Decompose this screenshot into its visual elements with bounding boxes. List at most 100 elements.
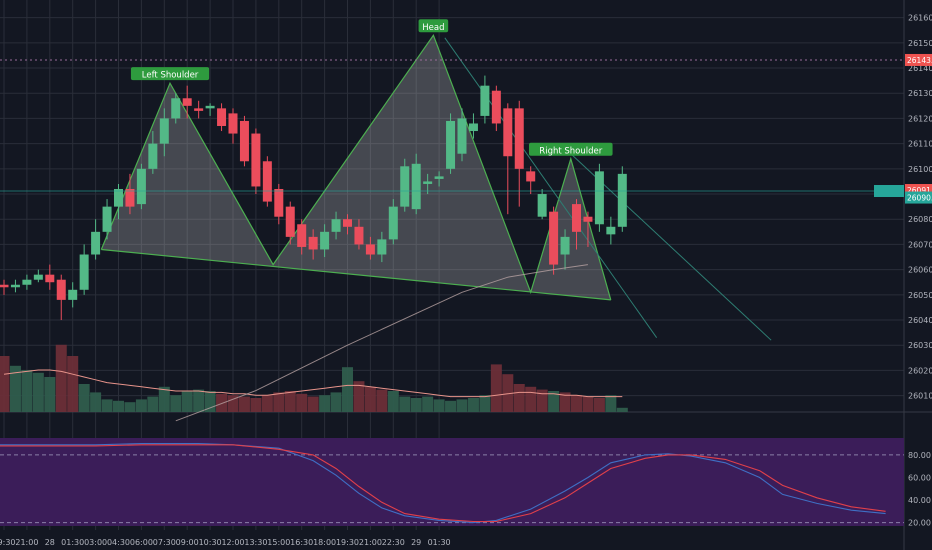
- candle-body: [388, 206, 398, 240]
- volume-bar: [605, 395, 617, 412]
- candle-body: [125, 188, 135, 207]
- volume-bar: [170, 395, 182, 412]
- volume-bar: [399, 396, 411, 412]
- volume-bar: [181, 391, 193, 412]
- time-tick-label: 21:00: [15, 538, 38, 547]
- volume-bar: [593, 398, 605, 412]
- time-tick-label: 15:00: [267, 538, 290, 547]
- stochastic-oscillator: [0, 443, 904, 524]
- volume-bar: [261, 395, 273, 412]
- candle-body: [365, 244, 375, 255]
- candle-body: [480, 85, 490, 116]
- volume-bar: [410, 398, 422, 412]
- secondary-price-label: 26090.9: [907, 194, 932, 203]
- candle-body: [423, 181, 433, 184]
- volume-bar: [559, 392, 571, 412]
- candle-body: [171, 98, 181, 119]
- candle-body: [68, 289, 78, 300]
- pattern-label-bg: [528, 142, 613, 156]
- candle-body: [354, 226, 364, 245]
- time-tick-label: 18:00: [313, 538, 336, 547]
- time-tick-label: 04:30: [107, 538, 130, 547]
- time-tick-label: 10:30: [199, 538, 222, 547]
- volume-bar: [342, 367, 353, 412]
- volume-bar: [490, 364, 502, 412]
- candle-body: [434, 176, 444, 179]
- volume-bar: [513, 384, 525, 412]
- pattern-label: Left Shoulder: [142, 71, 199, 81]
- candle-body: [56, 279, 66, 300]
- candle-body: [446, 120, 456, 169]
- candle-body: [457, 118, 467, 154]
- axes: 26160.0 26150.0 26140.0 26130.0 26120.0 26110…: [0, 14, 932, 547]
- candle-body: [274, 188, 284, 217]
- pattern-labels: Left Shoulder Head Right Shoulder: [130, 19, 613, 156]
- volume-bar: [0, 356, 10, 412]
- volume-ma-line: [3, 369, 623, 398]
- price-tick-label: 26070.0: [908, 240, 932, 249]
- volume-bar: [364, 386, 376, 412]
- indicator-overlays: [0, 59, 904, 422]
- volume-bar: [216, 393, 228, 412]
- price-tick-label: 26140.0: [908, 64, 932, 73]
- price-tick-label: 26080.0: [908, 215, 932, 224]
- candle-body: [572, 204, 581, 232]
- candle-body: [0, 284, 9, 288]
- time-tick-label: 21:00: [359, 538, 382, 547]
- candle-body: [331, 219, 341, 232]
- price-tick-label: 26020.0: [908, 366, 932, 375]
- volume-bar: [319, 395, 331, 412]
- candle-body: [411, 163, 421, 210]
- time-tick-label: 16:30: [290, 538, 313, 547]
- trendline: [570, 153, 772, 341]
- current-price-label: 26091.2: [907, 186, 932, 195]
- volume-bar: [330, 392, 342, 412]
- candle-body: [606, 226, 616, 235]
- candle-body: [617, 173, 627, 227]
- time-tick-label: 09:00: [176, 538, 199, 547]
- candle-body: [10, 284, 20, 288]
- candle-body: [320, 231, 330, 250]
- time-tick-label: 01:30: [428, 538, 451, 547]
- volume-bar: [101, 399, 113, 412]
- pattern-label-bg: [130, 67, 210, 81]
- volume-bar: [250, 398, 262, 412]
- moving-average-line: [175, 264, 588, 422]
- candle-body: [159, 118, 169, 144]
- volume-bar: [238, 396, 250, 412]
- time-tick-label: 22:30: [382, 538, 405, 547]
- candle-body: [514, 108, 524, 169]
- volume-bar: [422, 396, 434, 412]
- price-tick-label: 26040.0: [908, 316, 932, 325]
- candle-body: [251, 133, 261, 187]
- time-tick-label: 06:00: [130, 538, 153, 547]
- time-tick-label: 29: [411, 538, 421, 547]
- candle-body: [33, 274, 43, 280]
- pattern-fill: [101, 35, 611, 300]
- volume-bar: [376, 389, 388, 412]
- candle-body: [468, 123, 478, 132]
- volume-bar: [456, 399, 468, 412]
- candle-body: [205, 105, 215, 109]
- neckline: [101, 248, 611, 301]
- candle-body: [343, 219, 352, 227]
- stochastic-d-line: [0, 444, 886, 523]
- candle-body: [102, 206, 112, 232]
- pattern-label-bg: [418, 19, 449, 33]
- volume-bar: [616, 407, 628, 412]
- symbol-tag-bg: [874, 185, 904, 198]
- volume-bars: [0, 344, 628, 412]
- volume-bar: [204, 391, 216, 412]
- price-tick-label: 26150.0: [908, 39, 932, 48]
- stochastic-tick-label: 40.00: [908, 496, 931, 505]
- price-tick-label: 26160.0: [908, 14, 932, 23]
- candle-body: [560, 236, 570, 255]
- candle-body: [79, 254, 89, 290]
- pattern-label: Right Shoulder: [539, 146, 602, 156]
- price-tick-label: 26120.0: [908, 114, 932, 123]
- candle-body: [239, 120, 249, 162]
- candle-body: [537, 194, 547, 217]
- candle-body: [182, 98, 192, 106]
- volume-bar: [548, 391, 560, 412]
